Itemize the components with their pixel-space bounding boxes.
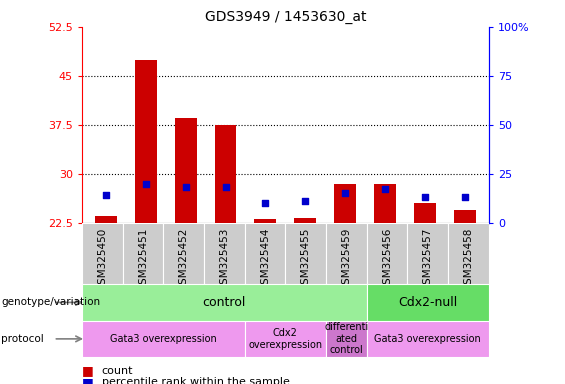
Text: Gata3 overexpression: Gata3 overexpression <box>110 334 216 344</box>
Text: control: control <box>203 296 246 309</box>
Text: Cdx2-null: Cdx2-null <box>398 296 457 309</box>
Bar <box>95 216 117 223</box>
Point <box>420 194 429 200</box>
Text: GSM325455: GSM325455 <box>301 228 311 291</box>
Text: GSM325459: GSM325459 <box>341 228 351 291</box>
Bar <box>82 321 245 357</box>
Bar <box>254 220 276 223</box>
Text: GSM325450: GSM325450 <box>97 228 107 291</box>
Bar <box>123 223 163 284</box>
Bar <box>334 184 356 223</box>
Bar <box>454 210 476 223</box>
Bar <box>215 125 237 223</box>
Point <box>141 180 150 187</box>
Text: percentile rank within the sample: percentile rank within the sample <box>102 377 290 384</box>
Text: Gata3 overexpression: Gata3 overexpression <box>375 334 481 344</box>
Bar <box>448 223 489 284</box>
Text: Cdx2
overexpression: Cdx2 overexpression <box>248 328 323 350</box>
Bar <box>414 203 436 223</box>
Text: protocol: protocol <box>1 334 44 344</box>
Bar <box>374 184 396 223</box>
Text: ■: ■ <box>82 364 94 377</box>
Point <box>301 198 310 204</box>
Bar <box>367 223 407 284</box>
Point <box>460 194 470 200</box>
Bar <box>204 223 245 284</box>
Bar <box>175 118 197 223</box>
Point <box>181 184 190 190</box>
Text: GSM325458: GSM325458 <box>463 228 473 291</box>
Text: count: count <box>102 366 133 376</box>
Text: ■: ■ <box>82 376 94 384</box>
Text: GSM325454: GSM325454 <box>260 228 270 291</box>
Bar <box>367 321 489 357</box>
Text: differenti
ated
control: differenti ated control <box>324 322 368 356</box>
Title: GDS3949 / 1453630_at: GDS3949 / 1453630_at <box>205 10 366 25</box>
Bar <box>245 223 285 284</box>
Bar <box>245 321 326 357</box>
Point <box>101 192 110 199</box>
Bar <box>163 223 204 284</box>
Point <box>261 200 270 206</box>
Point <box>341 190 350 197</box>
Point <box>380 186 389 192</box>
Text: genotype/variation: genotype/variation <box>1 297 100 308</box>
Bar <box>82 223 123 284</box>
Bar <box>285 223 326 284</box>
Text: GSM325452: GSM325452 <box>179 228 189 291</box>
Text: GSM325456: GSM325456 <box>382 228 392 291</box>
Bar <box>82 284 367 321</box>
Bar <box>407 223 448 284</box>
Text: GSM325457: GSM325457 <box>423 228 433 291</box>
Text: GSM325451: GSM325451 <box>138 228 148 291</box>
Bar <box>294 218 316 223</box>
Point <box>221 184 230 190</box>
Bar <box>367 284 489 321</box>
Bar <box>326 223 367 284</box>
Bar <box>326 321 367 357</box>
Bar <box>135 60 157 223</box>
Bar <box>82 223 489 284</box>
Text: GSM325453: GSM325453 <box>219 228 229 291</box>
